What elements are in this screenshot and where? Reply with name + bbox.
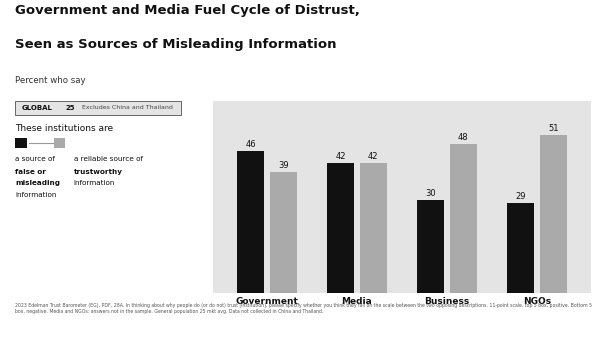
Text: 39: 39 [278,161,289,170]
Text: 2023 Edelman Trust Barometer (EG), PDF, 28A. In thinking about why people do (or: 2023 Edelman Trust Barometer (EG), PDF, … [15,303,592,314]
Text: 29: 29 [515,192,526,201]
Text: Seen as Sources of Misleading Information: Seen as Sources of Misleading Informatio… [15,38,337,51]
Bar [15,137,26,148]
Bar [418,200,444,293]
Text: Excludes China and Thailand: Excludes China and Thailand [82,105,173,110]
Text: false or: false or [15,169,46,175]
Text: misleading: misleading [15,180,60,186]
Bar [238,151,265,293]
Text: Government and Media Fuel Cycle of Distrust,: Government and Media Fuel Cycle of Distr… [15,4,360,17]
Text: 25: 25 [65,105,75,111]
Text: 48: 48 [458,133,469,142]
Text: information: information [74,180,115,186]
Text: GLOBAL: GLOBAL [22,105,53,111]
FancyBboxPatch shape [15,101,181,116]
Bar [54,137,65,148]
Bar [328,163,354,293]
Text: 46: 46 [245,140,256,149]
Bar [540,135,567,293]
Text: These institutions are: These institutions are [15,124,113,133]
Text: information: information [15,192,56,198]
Text: 51: 51 [548,124,559,133]
Text: 30: 30 [425,189,436,198]
Text: Percent who say: Percent who say [15,76,86,86]
Text: trustworthy: trustworthy [74,169,123,175]
Text: 42: 42 [368,152,379,161]
Text: a reliable source of: a reliable source of [74,156,143,162]
Bar [508,203,535,293]
Bar [270,172,296,293]
Text: a source of: a source of [15,156,57,162]
Text: 42: 42 [335,152,346,161]
Bar [450,145,476,293]
Bar [360,163,387,293]
